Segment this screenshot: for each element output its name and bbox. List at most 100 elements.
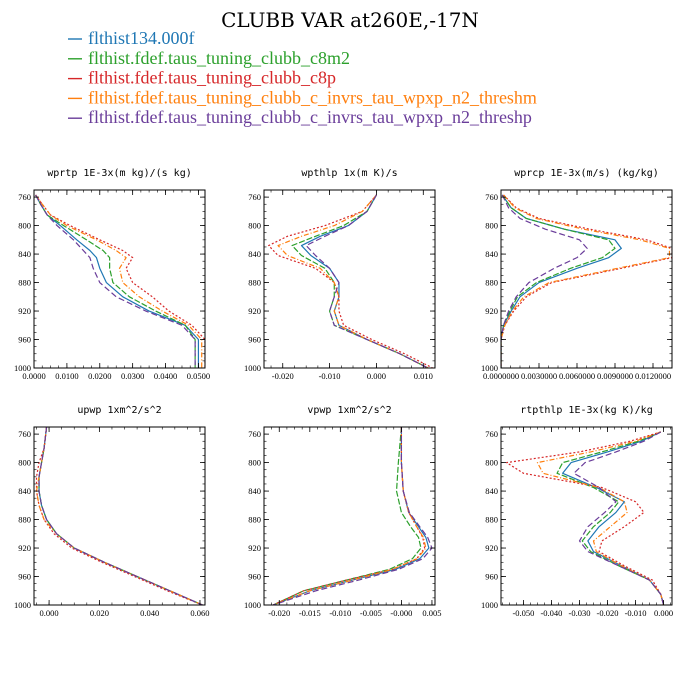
- x-tick-label: 0.000: [40, 608, 59, 618]
- series-group: [35, 427, 203, 605]
- y-tick-label: 920: [18, 543, 31, 553]
- y-tick-label: 840: [248, 249, 261, 259]
- y-tick-label: 880: [18, 278, 31, 288]
- y-tick-label: 960: [485, 572, 498, 582]
- x-tick-label: 0.0120000: [635, 371, 671, 381]
- y-tick-label: 1000: [481, 600, 498, 610]
- y-tick-label: 960: [485, 335, 498, 345]
- x-tick-label: -0.040: [540, 608, 562, 618]
- series-line: [38, 427, 203, 605]
- legend-item: flthist.fdef.taus_tuning_clubb_c_invrs_t…: [68, 87, 537, 107]
- y-tick-label: 840: [18, 249, 31, 259]
- x-tick-label: 0.0400: [154, 371, 177, 381]
- y-tick-label: 760: [18, 429, 31, 439]
- y-tick-label: 760: [248, 192, 261, 202]
- series-line: [272, 427, 433, 605]
- series-line: [268, 194, 433, 368]
- y-tick-label: 920: [485, 306, 498, 316]
- y-tick-label: 920: [248, 543, 261, 553]
- legend-item: flthist.fdef.taus_tuning_clubb_c8m2: [68, 48, 350, 68]
- legend-item: flthist134.000f: [68, 28, 195, 48]
- series-line: [305, 194, 429, 368]
- y-tick-label: 760: [485, 429, 498, 439]
- y-tick-label: 1000: [14, 600, 31, 610]
- series-line: [272, 427, 427, 605]
- panel-title: wprcp 1E-3x(m/s) (kg/kg): [514, 168, 659, 179]
- x-tick-label: 0.040: [140, 608, 159, 618]
- y-tick-label: 1000: [244, 600, 261, 610]
- figure-title: CLUBB VAR at260E,-17N: [221, 8, 479, 32]
- panel-title: rtpthlp 1E-3x(kg K)/kg: [520, 405, 652, 416]
- y-tick-label: 840: [18, 486, 31, 496]
- chart-panel: wprtp 1E-3x(m kg)/(s kg) 760 800 840 880 920 9…: [14, 168, 210, 381]
- series-line: [35, 194, 205, 368]
- series-line: [501, 194, 671, 368]
- y-tick-label: 880: [485, 278, 498, 288]
- x-tick-label: 0.000: [654, 608, 673, 618]
- series-group: [506, 431, 665, 605]
- x-tick-label: 0.0000000: [483, 371, 519, 381]
- y-tick-label: 920: [485, 543, 498, 553]
- legend-label: flthist.fdef.taus_tuning_clubb_c8m2: [88, 48, 350, 68]
- y-tick-label: 800: [18, 221, 31, 231]
- x-tick-label: 0.0500: [187, 371, 210, 381]
- chart-panel: wpthlp 1x(m K)/s 760 800 840 880 920 960 1000 -0…: [244, 168, 436, 381]
- chart-panel: wprcp 1E-3x(m/s) (kg/kg) 760 800 840 880 920 9…: [481, 168, 673, 381]
- series-line: [35, 194, 196, 368]
- series-group: [268, 194, 433, 368]
- series-line: [38, 427, 203, 605]
- x-tick-label: -0.015: [299, 608, 321, 618]
- series-line: [35, 194, 200, 368]
- x-tick-label: 0.005: [422, 608, 441, 618]
- legend-label: flthist.fdef.taus_tuning_clubb_c_invrs_t…: [88, 107, 532, 127]
- y-tick-label: 1000: [481, 363, 498, 373]
- series-line: [277, 194, 429, 368]
- series-line: [536, 431, 665, 605]
- series-line: [291, 194, 429, 368]
- y-tick-label: 840: [485, 249, 498, 259]
- y-tick-label: 760: [248, 429, 261, 439]
- y-tick-label: 800: [485, 458, 498, 468]
- series-line: [272, 427, 422, 605]
- y-tick-label: 760: [485, 192, 498, 202]
- x-tick-label: -0.000: [390, 608, 412, 618]
- series-line: [573, 431, 665, 605]
- x-tick-label: 0.0100: [55, 371, 78, 381]
- legend-item: flthist.fdef.taus_tuning_clubb_c_invrs_t…: [68, 107, 532, 127]
- y-tick-label: 920: [18, 306, 31, 316]
- x-tick-label: 0.000: [367, 371, 386, 381]
- legend-label: flthist.fdef.taus_tuning_clubb_c_invrs_t…: [88, 87, 537, 107]
- y-tick-label: 800: [248, 221, 261, 231]
- y-tick-label: 960: [248, 572, 261, 582]
- series-group: [501, 194, 672, 368]
- x-tick-label: -0.020: [272, 371, 294, 381]
- y-tick-label: 960: [248, 335, 261, 345]
- panel-title: vpwp 1xm^2/s^2: [307, 405, 391, 416]
- series-line: [300, 194, 429, 368]
- series-line: [501, 194, 672, 368]
- chart-panel: vpwp 1xm^2/s^2 760 800 840 880 920 960 1000 -0.0…: [244, 405, 442, 618]
- x-tick-label: -0.030: [569, 608, 591, 618]
- x-tick-label: -0.010: [319, 371, 341, 381]
- y-tick-label: 800: [485, 221, 498, 231]
- y-tick-label: 880: [485, 515, 498, 525]
- series-line: [38, 427, 203, 605]
- x-tick-label: 0.0090000: [597, 371, 633, 381]
- legend-label: flthist.fdef.taus_tuning_clubb_c8p: [88, 68, 336, 88]
- y-tick-label: 1000: [14, 363, 31, 373]
- series-line: [501, 194, 622, 368]
- panel-title: wprtp 1E-3x(m kg)/(s kg): [47, 168, 192, 179]
- y-tick-label: 800: [248, 458, 261, 468]
- y-tick-label: 760: [18, 192, 31, 202]
- series-line: [506, 431, 665, 605]
- x-tick-label: -0.005: [360, 608, 382, 618]
- legend: flthist134.000fflthist.fdef.taus_tuning_…: [68, 28, 537, 127]
- y-tick-label: 880: [248, 515, 261, 525]
- y-tick-label: 840: [485, 486, 498, 496]
- series-group: [35, 194, 205, 368]
- series-line: [35, 194, 203, 368]
- x-tick-label: -0.050: [512, 608, 534, 618]
- legend-item: flthist.fdef.taus_tuning_clubb_c8p: [68, 68, 336, 88]
- plot-frame: [263, 189, 436, 369]
